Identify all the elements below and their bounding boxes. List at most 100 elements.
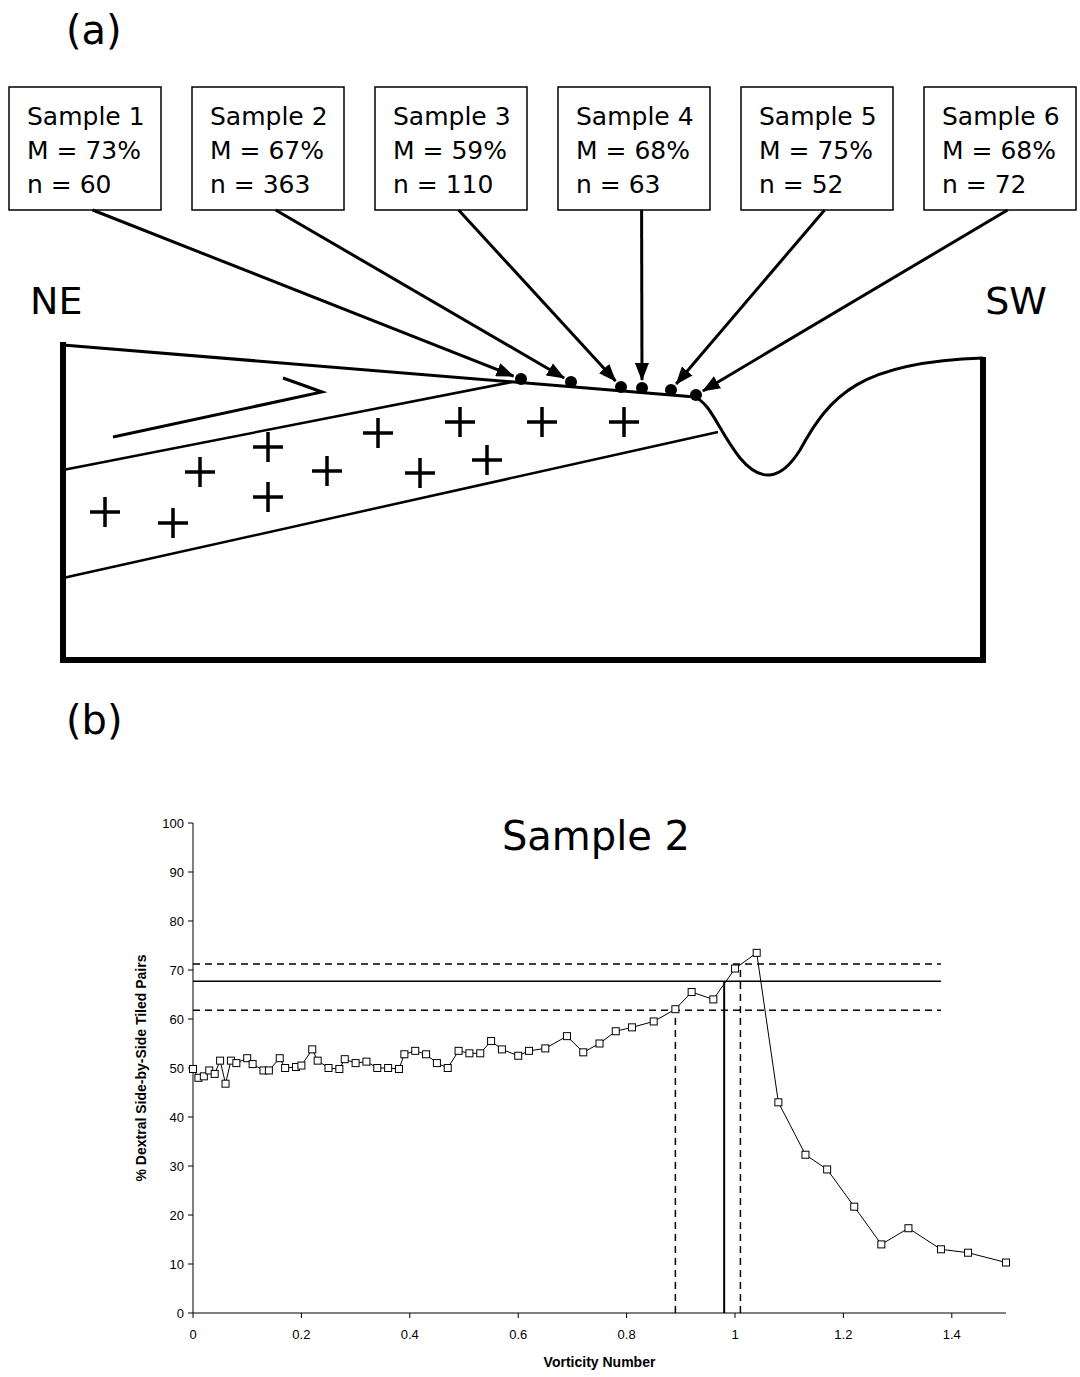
frame-left [60, 342, 66, 662]
sample-text: M = 73% [27, 136, 141, 165]
sample-box [558, 87, 710, 210]
sample-location [690, 389, 702, 401]
reference-vline [723, 981, 725, 1313]
sample-text: Sample 2 [210, 102, 328, 131]
sample-text: M = 67% [210, 136, 324, 165]
y-tick-label: 70 [170, 963, 184, 978]
data-point [444, 1065, 451, 1072]
x-tick-label: 1.2 [834, 1327, 852, 1342]
data-point [363, 1058, 370, 1065]
x-tick-label: 0.8 [618, 1327, 636, 1342]
y-tick-label: 80 [170, 914, 184, 929]
granite-symbol [90, 497, 120, 527]
x-tick [626, 1313, 627, 1318]
data-point [276, 1055, 283, 1062]
data-point [629, 1024, 636, 1031]
y-tick [188, 1019, 193, 1020]
x-tick [193, 1313, 194, 1318]
x-axis [193, 1313, 1006, 1314]
wedge-top [63, 382, 512, 470]
x-tick-label: 0 [189, 1327, 196, 1342]
sample-text: Sample 4 [576, 102, 694, 131]
data-point [401, 1051, 408, 1058]
reference-vline [740, 964, 742, 1313]
y-tick-label: 30 [170, 1159, 184, 1174]
granite-symbol [609, 407, 639, 437]
sample-arrow [93, 210, 514, 376]
chart-title: Sample 2 [502, 813, 690, 859]
y-axis-title: % Dextral Side-by-Side Tiled Pairs [133, 954, 149, 1181]
y-tick [188, 1264, 193, 1265]
frame-right [980, 357, 986, 662]
data-point [905, 1225, 912, 1232]
data-point [395, 1065, 402, 1072]
direction-label: SW [985, 279, 1047, 323]
y-tick [188, 1215, 193, 1216]
granite-symbol [472, 445, 502, 475]
data-point [341, 1056, 348, 1063]
reference-vline [675, 1010, 677, 1313]
data-point [688, 989, 695, 996]
data-point [596, 1040, 603, 1047]
y-tick-label: 100 [162, 816, 184, 831]
sample-location [636, 382, 648, 394]
granite-symbol [363, 418, 393, 448]
sample-location [615, 381, 627, 393]
direction-label: NE [30, 279, 82, 323]
data-point [455, 1047, 462, 1054]
data-point [612, 1028, 619, 1035]
data-point [249, 1061, 256, 1068]
data-point [336, 1065, 343, 1072]
plot-area [190, 949, 1010, 1313]
y-tick [188, 872, 193, 873]
x-tick-label: 1.4 [943, 1327, 961, 1342]
frame-bottom [60, 657, 986, 663]
granite-symbol [253, 482, 283, 512]
data-point [314, 1057, 321, 1064]
data-point [211, 1070, 218, 1077]
y-tick-label: 20 [170, 1208, 184, 1223]
data-point [824, 1166, 831, 1173]
sample-box [9, 87, 161, 210]
sample-box [924, 87, 1076, 210]
y-tick [188, 921, 193, 922]
x-tick [518, 1313, 519, 1318]
sample-box [375, 87, 527, 210]
sample-text: M = 75% [759, 136, 873, 165]
x-axis-title: Vorticity Number [544, 1354, 656, 1370]
sample-location [665, 384, 677, 396]
sample-text: Sample 6 [942, 102, 1060, 131]
data-point [298, 1062, 305, 1069]
x-tick [409, 1313, 410, 1318]
y-tick-label: 0 [177, 1306, 184, 1321]
data-point [477, 1050, 484, 1057]
panel-b: (b)Sample 2010203040506070809010000.20.4… [66, 697, 1010, 1370]
data-point [878, 1241, 885, 1248]
data-point [190, 1065, 197, 1072]
sample-text: n = 60 [27, 170, 112, 199]
sample-text: n = 63 [576, 170, 661, 199]
y-tick-label: 50 [170, 1061, 184, 1076]
x-tick-label: 0.6 [509, 1327, 527, 1342]
sample-text: Sample 1 [27, 102, 145, 131]
data-point [526, 1047, 533, 1054]
data-point [710, 996, 717, 1003]
series-line [193, 953, 1006, 1263]
shear-sense-arrow [113, 378, 322, 437]
sample-text: M = 68% [576, 136, 690, 165]
panel-a: (a)Sample 1M = 73%n = 60Sample 2M = 67%n… [9, 7, 1076, 662]
y-tick [188, 1313, 193, 1314]
data-point [672, 1006, 679, 1013]
data-point [374, 1065, 381, 1072]
x-tick-label: 0.2 [292, 1327, 310, 1342]
figure: (a)Sample 1M = 73%n = 60Sample 2M = 67%n… [0, 0, 1080, 1377]
data-point [352, 1060, 359, 1067]
sample-box [741, 87, 893, 210]
data-point [412, 1047, 419, 1054]
y-tick-label: 90 [170, 865, 184, 880]
reference-hline [193, 981, 941, 983]
sample-box [192, 87, 344, 210]
sample-text: M = 59% [393, 136, 507, 165]
data-point [423, 1051, 430, 1058]
y-tick [188, 970, 193, 971]
